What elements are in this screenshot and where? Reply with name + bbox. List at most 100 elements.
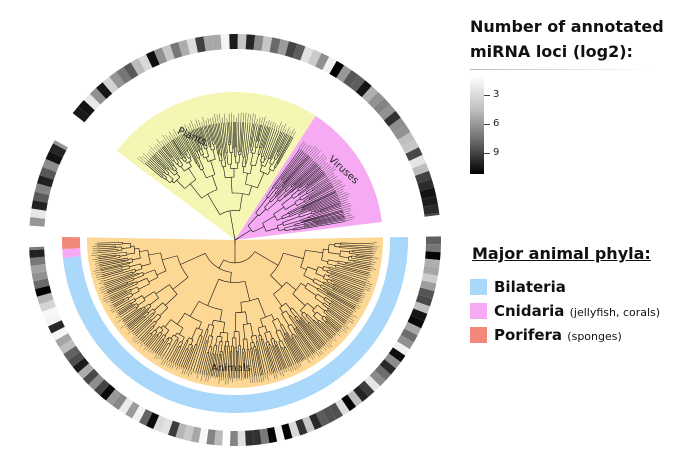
- tree-leaf: [129, 315, 145, 329]
- tree-branch: [314, 297, 324, 304]
- tree-tip: [315, 351, 320, 358]
- tree-branch: [188, 161, 192, 167]
- tree-leaf: [99, 261, 126, 267]
- tree-tip: [338, 193, 350, 199]
- tree-branch: [129, 263, 141, 268]
- tree-tip: [281, 369, 284, 377]
- tree-tip: [283, 369, 285, 373]
- tree-tip: [258, 375, 260, 383]
- tree-leaf: [114, 298, 129, 308]
- tree-leaf: [211, 124, 219, 155]
- tree-leaf: [349, 253, 373, 257]
- tree-branch: [163, 172, 168, 176]
- tree-branch: [255, 335, 258, 342]
- tree-branch: [138, 272, 143, 275]
- tree-leaf: [199, 127, 206, 147]
- tree-tip: [132, 335, 136, 340]
- tree-leaf: [262, 338, 273, 373]
- tree-tip: [341, 327, 347, 333]
- tree-tip: [355, 306, 360, 309]
- tree-leaf: [182, 347, 192, 368]
- tree-branch: [285, 310, 290, 317]
- heatmap-cell: [413, 301, 431, 314]
- tree-tip: [279, 370, 282, 376]
- tree-leaf: [283, 165, 319, 197]
- tree-tip: [343, 212, 351, 215]
- tree-branch: [254, 251, 279, 266]
- tree-leaf: [223, 345, 227, 378]
- heatmap-cell: [220, 34, 230, 50]
- phyla-band-bilateria: [62, 236, 409, 413]
- tree-tip: [286, 127, 290, 134]
- tree-branch: [294, 317, 298, 321]
- tree-tip: [371, 261, 377, 263]
- tree-node: [205, 253, 232, 273]
- tree-branch: [254, 141, 257, 148]
- tree-tip: [368, 274, 372, 276]
- tree-branch: [323, 315, 327, 318]
- tree-leaf: [131, 312, 154, 332]
- tree-leaf: [248, 349, 253, 377]
- heatmap-cell: [36, 174, 54, 188]
- tree-tip: [178, 129, 182, 135]
- tree-branch: [148, 277, 159, 283]
- tree-leaf: [251, 348, 257, 377]
- tree-branch: [301, 314, 309, 323]
- tree-branch: [307, 266, 318, 271]
- tree-tip: [309, 147, 318, 157]
- tree-leaf: [113, 300, 125, 307]
- tree-leaf: [239, 122, 242, 153]
- tree-leaf: [123, 309, 142, 323]
- tree-leaf: [128, 311, 148, 328]
- tree-branch: [269, 159, 272, 164]
- tree-branch: [300, 282, 306, 287]
- tree-leaf: [272, 346, 282, 371]
- tree-branch: [148, 252, 161, 256]
- tree-tip: [219, 113, 221, 123]
- tree-leaf: [105, 277, 133, 289]
- heatmap-cell: [183, 424, 194, 442]
- tree-tip: [348, 317, 354, 322]
- tree-branch: [291, 184, 295, 188]
- tree-node: [206, 174, 216, 179]
- tree-node: [223, 251, 255, 264]
- heatmap-cell: [93, 379, 110, 396]
- tree-leaf: [242, 122, 246, 158]
- tree-tip: [109, 304, 114, 307]
- tree-leaf: [294, 336, 308, 358]
- tree-branch: [135, 268, 143, 272]
- tree-leaf: [194, 129, 201, 144]
- tree-tip: [139, 156, 147, 163]
- tree-tip: [337, 192, 347, 197]
- tree-leaf: [306, 181, 331, 197]
- tree-tip: [260, 375, 263, 383]
- tree-tip: [127, 330, 132, 335]
- heatmap-cell: [132, 405, 146, 423]
- tree-tip: [200, 374, 203, 381]
- tree-leaf: [190, 336, 203, 371]
- tree-leaf: [270, 131, 283, 160]
- tree-tip: [278, 121, 282, 131]
- tree-branch: [218, 153, 221, 162]
- heatmap-cell: [167, 420, 180, 438]
- tree-tip: [117, 318, 123, 323]
- tree-branch: [301, 196, 308, 201]
- heatmap-cell: [341, 394, 357, 412]
- tree-leaf: [237, 122, 240, 152]
- tree-tip: [312, 354, 316, 359]
- tree-leaf: [122, 307, 141, 322]
- heatmap-cell: [400, 328, 418, 343]
- tree-branch: [317, 287, 328, 294]
- tree-tip: [331, 179, 337, 183]
- tree-leaf: [291, 337, 305, 360]
- tree-leaf: [192, 329, 207, 372]
- tree-tip: [190, 371, 193, 375]
- tree-tip: [280, 125, 283, 132]
- tree-leaf: [242, 348, 245, 378]
- tree-leaf: [240, 345, 243, 378]
- tree-tip: [319, 161, 326, 168]
- tree-leaf: [324, 287, 357, 306]
- tree-tip: [339, 329, 343, 333]
- tree-leaf: [135, 320, 153, 337]
- loci-scale-title-line1: Number of annotated: [470, 17, 664, 36]
